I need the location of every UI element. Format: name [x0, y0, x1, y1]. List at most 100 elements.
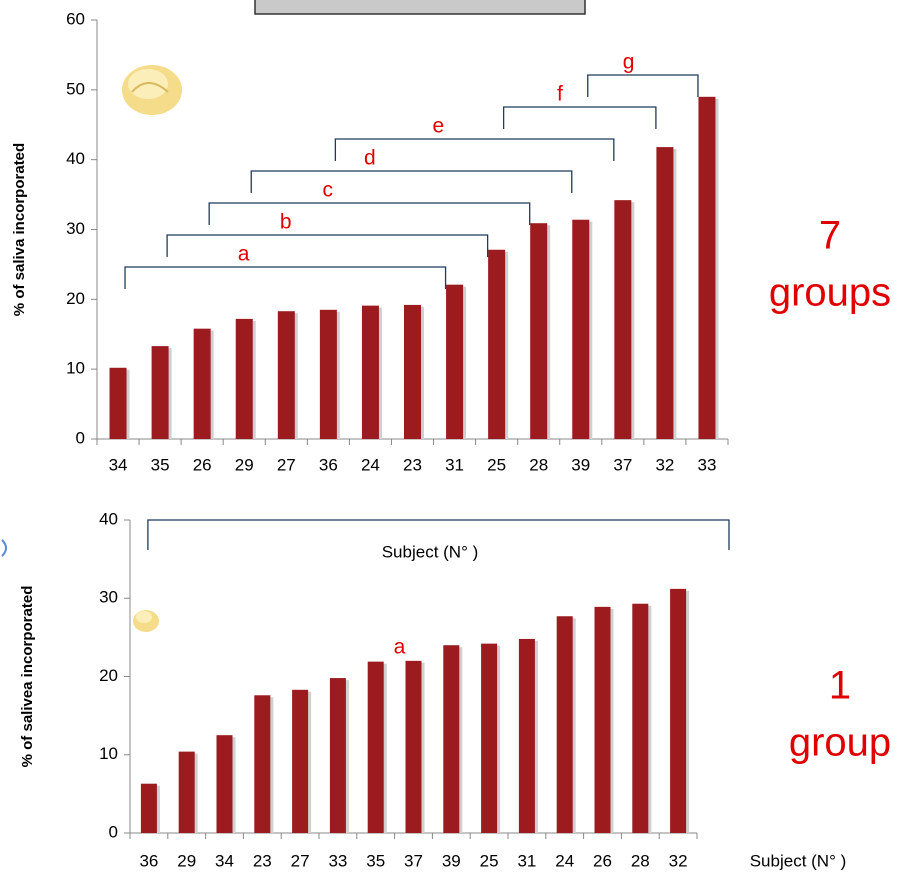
group-count-note: group [789, 721, 891, 765]
group-bracket [251, 171, 572, 193]
x-tick-label: 35 [366, 851, 385, 870]
y-tick-label: 30 [99, 588, 118, 607]
x-tick-label: 31 [517, 851, 536, 870]
bar [152, 346, 169, 439]
x-axis-title: Subject (N° ) [750, 851, 847, 870]
bar [530, 223, 547, 439]
x-tick-label: 28 [529, 455, 548, 474]
x-tick-label: 29 [235, 455, 254, 474]
y-tick-label: 30 [66, 219, 85, 238]
group-label: e [433, 115, 445, 138]
y-tick-label: 10 [66, 359, 85, 378]
bar [519, 639, 535, 833]
page: 0102030405060% of saliva incorporated343… [0, 0, 906, 881]
x-tick-label: 28 [631, 851, 650, 870]
y-tick-label: 40 [66, 149, 85, 168]
group-count-note: 1 [829, 664, 851, 708]
butter-icon [122, 65, 182, 115]
y-axis-title: % of saliva incorporated [11, 143, 28, 316]
bar [194, 329, 211, 439]
bar [670, 589, 686, 833]
x-tick-label: 26 [593, 851, 612, 870]
group-count-note: groups [769, 271, 891, 315]
chart: 0102030405060% of saliva incorporated343… [0, 0, 906, 881]
x-tick-label: 36 [139, 851, 158, 870]
bar [595, 607, 611, 833]
bar [698, 97, 715, 439]
group-label: g [623, 51, 635, 74]
x-tick-label: 39 [571, 455, 590, 474]
bar [572, 220, 589, 439]
x-tick-label: 35 [151, 455, 170, 474]
x-tick-label: 25 [487, 455, 506, 474]
x-tick-label: 37 [613, 455, 632, 474]
bar [362, 306, 379, 439]
x-tick-label: 29 [177, 851, 196, 870]
group-bracket [125, 267, 446, 289]
group-bracket [588, 75, 698, 97]
bar [443, 645, 459, 833]
y-tick-label: 20 [66, 289, 85, 308]
group-label: a [394, 635, 406, 658]
group-bracket [335, 139, 613, 161]
x-tick-label: 32 [669, 851, 688, 870]
x-tick-label: 24 [361, 455, 380, 474]
x-tick-label: 25 [480, 851, 499, 870]
x-tick-label: 23 [253, 851, 272, 870]
header-box [255, 0, 585, 14]
x-tick-label: 27 [277, 455, 296, 474]
group-label: f [557, 83, 563, 106]
group-label: a [238, 243, 250, 266]
x-tick-label: 33 [698, 455, 717, 474]
bar [481, 644, 497, 833]
x-tick-label: 36 [319, 455, 338, 474]
x-tick-label: 33 [328, 851, 347, 870]
x-tick-label: 31 [445, 455, 464, 474]
bar [446, 285, 463, 439]
bar [368, 662, 384, 833]
y-tick-label: 10 [99, 744, 118, 763]
group-label: b [280, 211, 292, 234]
y-tick-label: 20 [99, 666, 118, 685]
y-tick-label: 0 [109, 822, 118, 841]
x-tick-label: 24 [555, 851, 574, 870]
group-bracket [209, 203, 530, 225]
x-tick-label: 34 [215, 851, 234, 870]
group-bracket [167, 235, 488, 257]
x-tick-label: 26 [193, 455, 212, 474]
group-bracket [504, 107, 656, 129]
x-tick-label: 37 [404, 851, 423, 870]
y-tick-label: 50 [66, 79, 85, 98]
bar [254, 695, 270, 833]
bar [330, 678, 346, 833]
bar [488, 250, 505, 439]
bar [632, 604, 648, 833]
group-count-note: 7 [819, 214, 841, 258]
bar [406, 661, 422, 833]
x-tick-label: 23 [403, 455, 422, 474]
bracket-label: Subject (N° ) [382, 542, 479, 561]
bar [557, 616, 573, 833]
bar [292, 690, 308, 833]
x-tick-label: 39 [442, 851, 461, 870]
bar [236, 319, 253, 439]
butter-icon-small [133, 610, 159, 632]
y-tick-label: 60 [66, 9, 85, 28]
bar [656, 147, 673, 439]
bar [179, 752, 195, 833]
group-label: d [364, 147, 376, 170]
bar [614, 200, 631, 439]
bar [141, 784, 157, 833]
bar [320, 310, 337, 439]
x-tick-label: 34 [109, 455, 128, 474]
bar [110, 368, 127, 439]
y-tick-label: 40 [99, 509, 118, 528]
bar [278, 311, 295, 439]
bar [404, 305, 421, 439]
y-tick-label: 0 [76, 428, 85, 447]
x-tick-label: 27 [291, 851, 310, 870]
x-tick-label: 32 [655, 455, 674, 474]
y-axis-title: % of salivea incorporated [19, 586, 36, 768]
bar [217, 735, 233, 833]
group-label: c [323, 179, 334, 202]
